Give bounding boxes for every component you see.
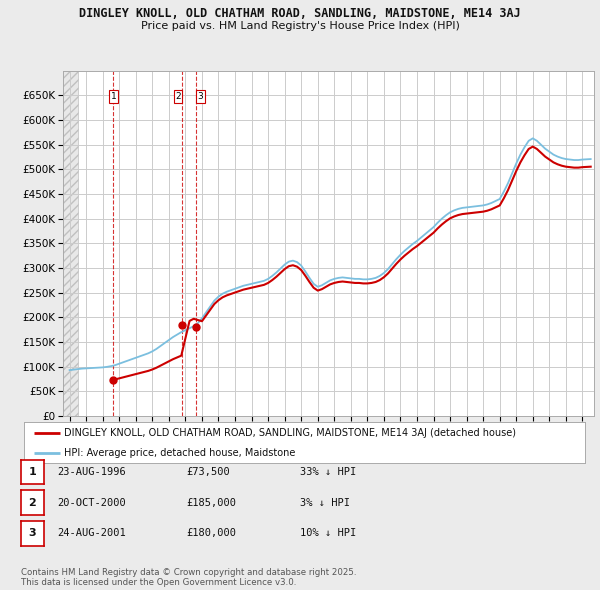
Text: Price paid vs. HM Land Registry's House Price Index (HPI): Price paid vs. HM Land Registry's House … [140,21,460,31]
Text: 33% ↓ HPI: 33% ↓ HPI [300,467,356,477]
Text: 2: 2 [175,92,181,101]
Text: £185,000: £185,000 [186,498,236,507]
Text: 1: 1 [29,467,36,477]
Text: £180,000: £180,000 [186,529,236,538]
Text: £73,500: £73,500 [186,467,230,477]
Text: 1: 1 [110,92,116,101]
Text: HPI: Average price, detached house, Maidstone: HPI: Average price, detached house, Maid… [64,448,296,458]
Text: 2: 2 [29,498,36,507]
Text: 3: 3 [29,529,36,538]
Text: 24-AUG-2001: 24-AUG-2001 [57,529,126,538]
Text: DINGLEY KNOLL, OLD CHATHAM ROAD, SANDLING, MAIDSTONE, ME14 3AJ (detached house): DINGLEY KNOLL, OLD CHATHAM ROAD, SANDLIN… [64,428,517,438]
Text: 20-OCT-2000: 20-OCT-2000 [57,498,126,507]
Text: 10% ↓ HPI: 10% ↓ HPI [300,529,356,538]
Text: DINGLEY KNOLL, OLD CHATHAM ROAD, SANDLING, MAIDSTONE, ME14 3AJ: DINGLEY KNOLL, OLD CHATHAM ROAD, SANDLIN… [79,7,521,20]
Text: 3% ↓ HPI: 3% ↓ HPI [300,498,350,507]
Text: 23-AUG-1996: 23-AUG-1996 [57,467,126,477]
Text: Contains HM Land Registry data © Crown copyright and database right 2025.
This d: Contains HM Land Registry data © Crown c… [21,568,356,587]
Text: 3: 3 [197,92,203,101]
